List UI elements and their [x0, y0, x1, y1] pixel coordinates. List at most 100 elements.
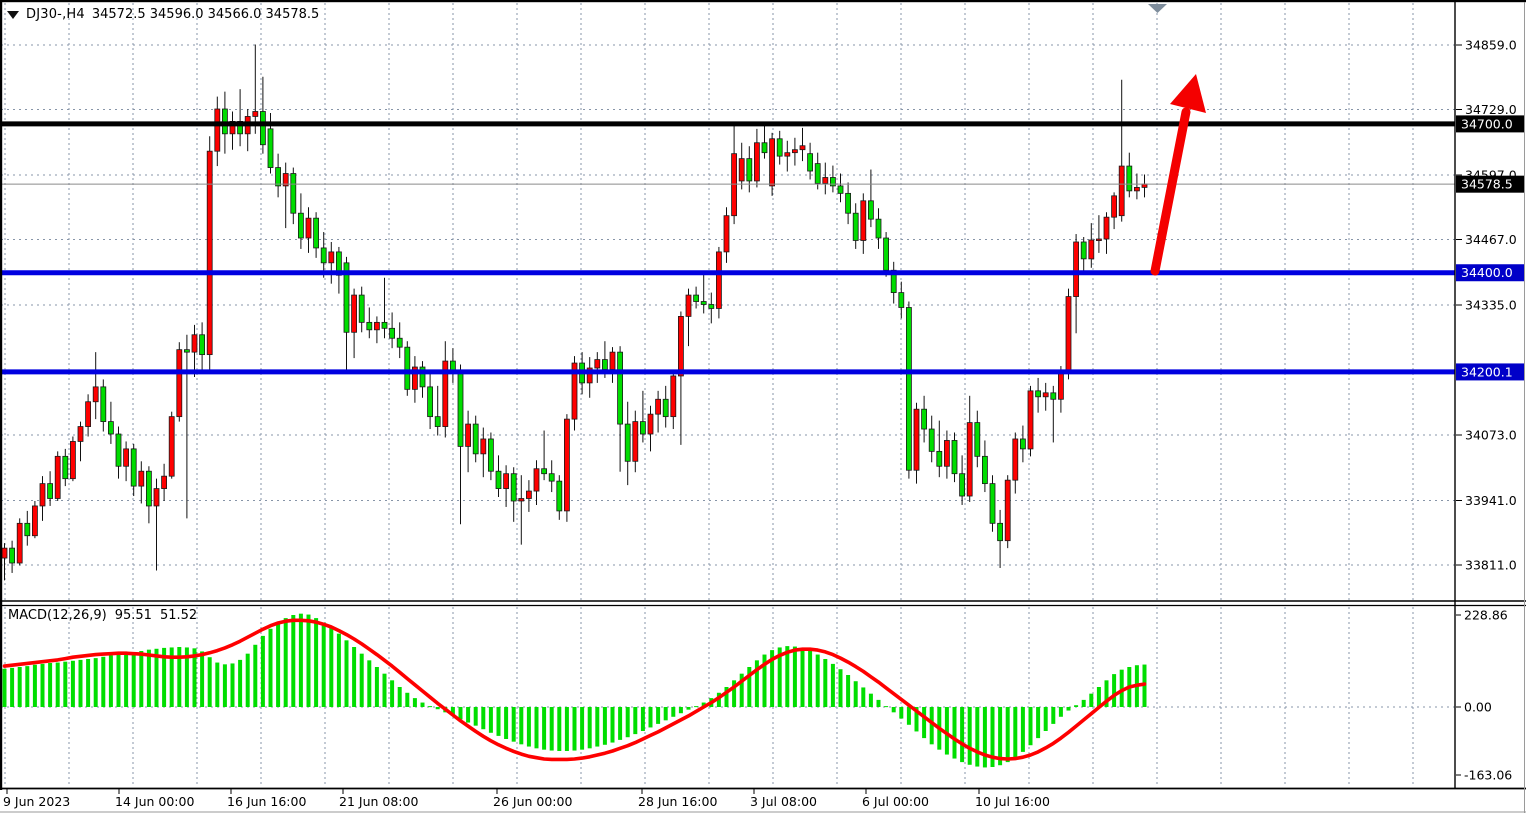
time-axis-label: 9 Jun 2023 [3, 794, 70, 809]
candle-body [358, 294, 365, 323]
macd-histogram-bar [146, 649, 151, 707]
candle-body [556, 480, 563, 512]
candle-body [290, 173, 297, 214]
indicator-name: MACD(12,26,9) [8, 608, 107, 623]
ohlc-readout: 34572.5 34596.0 34566.0 34578.5 [91, 7, 320, 22]
candle-body [860, 200, 867, 241]
candle-body [9, 547, 16, 564]
candle-body [161, 475, 168, 489]
macd-histogram-bar [1058, 707, 1063, 717]
candle-body [16, 522, 23, 564]
macd-histogram-bar [70, 660, 75, 707]
arrow-head-icon[interactable] [1170, 74, 1206, 113]
macd-histogram-bar [557, 707, 562, 751]
macd-signal-line [2, 618, 1147, 762]
candle-body [602, 359, 608, 370]
price-tag-label: 34400.0 [1461, 265, 1513, 280]
arrow-shaft[interactable] [1150, 107, 1191, 276]
macd-histogram-bar [192, 648, 197, 707]
price-tag-label: 34700.0 [1461, 116, 1513, 131]
candle-body [822, 177, 829, 184]
macd-histogram-bar [853, 681, 858, 707]
candle-body [419, 366, 426, 388]
candle-body [252, 111, 259, 117]
macd-histogram-bar [200, 651, 205, 707]
macd-histogram-bar [975, 707, 980, 767]
candle-body [77, 426, 84, 442]
macd-histogram-bar [967, 707, 972, 765]
drawn-objects[interactable] [0, 4, 1455, 375]
price-axis-label: 34335.0 [1465, 297, 1517, 312]
candle-body [108, 421, 114, 435]
macd-histogram-bar [78, 659, 83, 707]
macd-histogram-bar [32, 664, 37, 707]
candle-body [632, 421, 639, 462]
candle-body [921, 408, 927, 430]
macd-histogram-bar [1051, 707, 1056, 724]
candle-body [115, 433, 122, 467]
macd-histogram-bar [359, 653, 364, 707]
candle-body [662, 398, 669, 418]
macd-histogram-bar [48, 663, 53, 707]
macd-histogram-bar [663, 707, 668, 721]
macd-histogram-bar [435, 707, 440, 710]
candle-body [982, 455, 988, 485]
price-axis-label: 34467.0 [1465, 232, 1517, 247]
macd-histogram-bar [792, 646, 797, 707]
candle-body [427, 386, 434, 418]
macd-histogram-bar [1104, 680, 1109, 707]
candle-body [951, 440, 958, 475]
candle-body [776, 138, 783, 157]
macd-histogram-bar [580, 707, 585, 750]
price-axis-label: 34729.0 [1465, 102, 1517, 117]
candle-body [586, 367, 593, 384]
macd-histogram-bar [86, 659, 91, 707]
macd-histogram-bar [542, 707, 547, 750]
candle-body [883, 237, 889, 271]
price-axis-label: 33811.0 [1465, 557, 1517, 572]
candle-body [62, 455, 69, 480]
macd-histogram-bar [329, 627, 334, 707]
candle-body [305, 217, 312, 239]
candle-body [282, 173, 289, 187]
macd-histogram-bar [701, 702, 706, 707]
price-tag [1456, 264, 1524, 282]
candle-body [1004, 479, 1011, 542]
macd-histogram-bar [1096, 687, 1101, 707]
candle-body [320, 247, 327, 264]
macd-histogram-bar [884, 706, 889, 708]
candle-body [966, 422, 973, 497]
macd-histogram-bar [93, 658, 98, 707]
candle-body [959, 473, 965, 497]
macd-histogram-bar [922, 707, 927, 739]
candle-body [784, 152, 791, 157]
macd-histogram-bar [230, 663, 235, 707]
time-axis-label: 21 Jun 08:00 [339, 794, 418, 809]
indicator-value-signal: 51.52 [159, 608, 198, 623]
macd-histogram-bar [40, 663, 45, 707]
candle-body [1020, 438, 1026, 450]
macd-histogram-bar [458, 707, 463, 720]
candle-body [830, 177, 836, 187]
macd-axis-label: 0.00 [1464, 700, 1492, 715]
candle-body [328, 251, 335, 264]
macd-histogram-bar [914, 707, 919, 732]
chart-shift-marker-icon[interactable] [1148, 4, 1167, 13]
candle-body [526, 490, 532, 499]
axis-labels[interactable]: 34859.034729.034597.034467.034335.034073… [3, 38, 1524, 810]
macd-histogram-bar [1074, 705, 1079, 707]
candle-body [100, 386, 107, 423]
price-tag [1456, 175, 1524, 193]
candle-body [624, 423, 631, 462]
candle-body [130, 448, 137, 487]
time-axis-label: 28 Jun 16:00 [638, 794, 717, 809]
candle-body [206, 150, 213, 356]
macd-histogram-bar [222, 664, 227, 707]
time-axis-label: 3 Jul 08:00 [750, 794, 817, 809]
macd-histogram-bar [1013, 707, 1018, 758]
macd-histogram-bar [405, 692, 410, 707]
candle-body [1, 547, 8, 559]
macd-histogram-bar [162, 647, 167, 707]
candle-body [176, 349, 183, 418]
